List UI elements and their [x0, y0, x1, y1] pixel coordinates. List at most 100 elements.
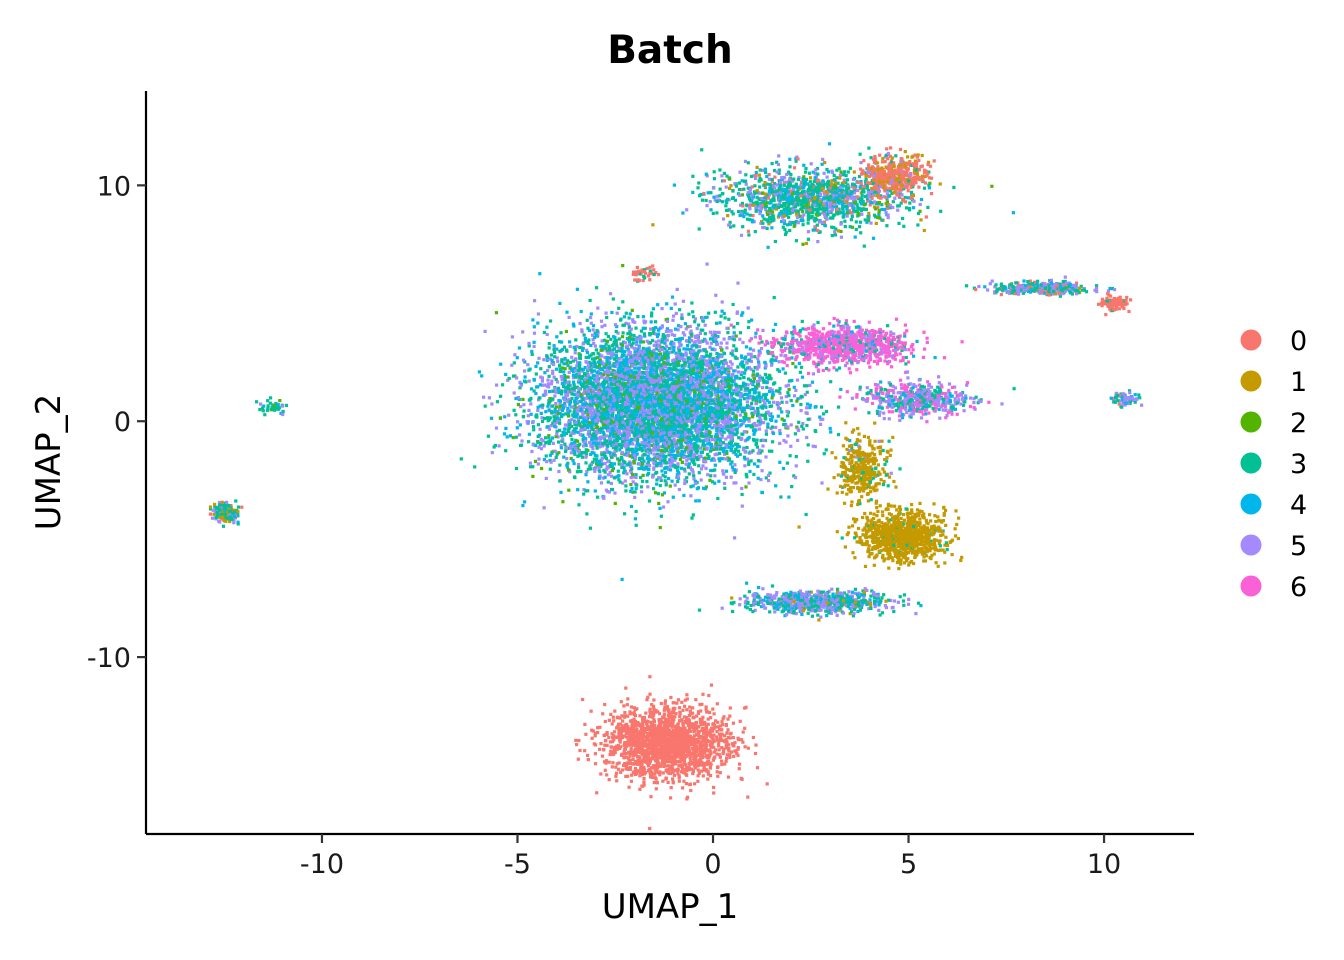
scatter-point: [611, 420, 615, 424]
scatter-point: [633, 517, 637, 521]
scatter-point: [676, 450, 680, 454]
scatter-point: [781, 367, 785, 371]
scatter-point: [713, 387, 717, 391]
scatter-point: [683, 425, 687, 429]
scatter-point: [666, 356, 670, 360]
scatter-point: [752, 432, 756, 436]
scatter-point: [626, 347, 630, 351]
scatter-point: [570, 441, 574, 445]
scatter-point: [560, 377, 564, 381]
scatter-point: [568, 409, 572, 413]
scatter-point: [667, 467, 671, 471]
scatter-point: [726, 429, 730, 433]
scatter-point: [586, 480, 590, 484]
scatter-point: [514, 413, 518, 417]
scatter-point: [540, 379, 544, 383]
scatter-point: [705, 411, 709, 415]
scatter-point: [596, 428, 600, 432]
scatter-point: [709, 341, 713, 345]
scatter-point: [621, 264, 625, 268]
scatter-point: [651, 474, 655, 478]
scatter-point: [661, 449, 665, 453]
scatter-point: [719, 341, 723, 345]
scatter-point: [621, 331, 625, 335]
scatter-point: [701, 339, 705, 343]
scatter-point: [767, 479, 771, 483]
scatter-point: [692, 477, 696, 481]
scatter-point: [547, 436, 551, 440]
scatter-point: [522, 409, 526, 413]
scatter-point: [521, 504, 525, 508]
scatter-point: [664, 483, 668, 487]
scatter-point: [688, 324, 692, 328]
scatter-point: [714, 393, 718, 397]
scatter-point: [575, 413, 579, 417]
scatter-point: [699, 478, 703, 482]
scatter-point: [625, 344, 629, 348]
scatter-point: [822, 412, 826, 416]
scatter-point: [692, 436, 696, 440]
scatter-point: [562, 433, 567, 437]
scatter-point: [637, 361, 641, 365]
scatter-point: [551, 389, 555, 393]
scatter-point: [710, 367, 714, 371]
scatter-point: [590, 333, 595, 337]
scatter-point: [738, 406, 742, 410]
scatter-point: [726, 418, 730, 422]
scatter-point: [709, 421, 713, 425]
scatter-point: [616, 469, 620, 473]
scatter-point: [724, 469, 729, 473]
scatter-point: [731, 302, 735, 307]
scatter-point: [601, 411, 605, 415]
scatter-point: [666, 334, 670, 338]
scatter-point: [665, 410, 669, 415]
scatter-point: [620, 355, 624, 359]
scatter-point: [590, 451, 594, 455]
scatter-point: [720, 395, 724, 399]
scatter-point: [519, 405, 523, 409]
scatter-point: [670, 446, 674, 450]
scatter-point: [624, 425, 628, 429]
scatter-point: [682, 383, 686, 387]
scatter-point: [656, 461, 661, 465]
scatter-point: [593, 331, 597, 335]
scatter-point: [563, 442, 567, 446]
scatter-point: [555, 412, 559, 416]
scatter-point: [620, 403, 624, 408]
scatter-point: [540, 383, 544, 387]
scatter-point: [624, 376, 628, 380]
scatter-point: [668, 362, 672, 367]
scatter-point: [629, 471, 633, 475]
scatter-point: [756, 357, 760, 361]
scatter-point: [795, 425, 799, 429]
scatter-point: [657, 476, 661, 480]
scatter-point: [603, 338, 607, 342]
scatter-point: [746, 388, 750, 392]
scatter-point: [715, 321, 719, 325]
scatter-point: [692, 341, 696, 345]
scatter-point: [531, 421, 535, 425]
scatter-point: [739, 372, 743, 376]
scatter-point: [575, 344, 579, 349]
scatter-point: [740, 393, 745, 397]
scatter-point: [796, 397, 800, 401]
scatter-point: [552, 344, 556, 348]
scatter-point: [685, 347, 689, 351]
scatter-point: [708, 366, 712, 370]
scatter-point: [786, 414, 790, 418]
scatter-point: [703, 373, 708, 378]
scatter-point: [586, 364, 591, 368]
scatter-point: [627, 340, 631, 344]
scatter-point: [562, 455, 566, 459]
scatter-point: [695, 420, 699, 424]
scatter-point: [571, 359, 575, 363]
scatter-point: [615, 380, 619, 385]
scatter-point: [630, 465, 634, 469]
scatter-point: [547, 434, 551, 438]
scatter-point: [734, 334, 738, 338]
scatter-point: [736, 399, 740, 403]
scatter-point: [581, 346, 585, 350]
scatter-point: [606, 372, 610, 376]
scatter-point: [537, 457, 541, 461]
scatter-point: [828, 426, 832, 431]
